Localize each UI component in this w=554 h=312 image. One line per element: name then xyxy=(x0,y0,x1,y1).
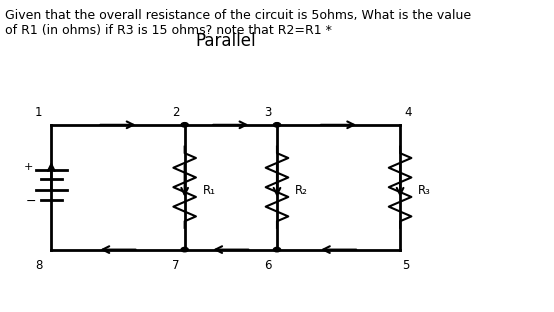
Text: 5: 5 xyxy=(403,259,410,272)
Text: 6: 6 xyxy=(264,259,271,272)
Text: R₃: R₃ xyxy=(418,184,431,197)
Circle shape xyxy=(181,247,188,252)
Text: 3: 3 xyxy=(264,106,271,119)
Text: R₂: R₂ xyxy=(295,184,308,197)
Text: 8: 8 xyxy=(35,259,42,272)
Circle shape xyxy=(273,247,280,252)
Text: +: + xyxy=(23,162,33,172)
Text: 7: 7 xyxy=(172,259,179,272)
Text: R₁: R₁ xyxy=(203,184,216,197)
Circle shape xyxy=(181,123,188,127)
Text: 4: 4 xyxy=(404,106,412,119)
Text: 1: 1 xyxy=(35,106,42,119)
Text: Parallel: Parallel xyxy=(196,32,256,50)
Text: −: − xyxy=(25,195,36,208)
Circle shape xyxy=(273,123,280,127)
Text: Given that the overall resistance of the circuit is 5ohms, What is the value
of : Given that the overall resistance of the… xyxy=(5,9,471,37)
Text: 2: 2 xyxy=(172,106,179,119)
